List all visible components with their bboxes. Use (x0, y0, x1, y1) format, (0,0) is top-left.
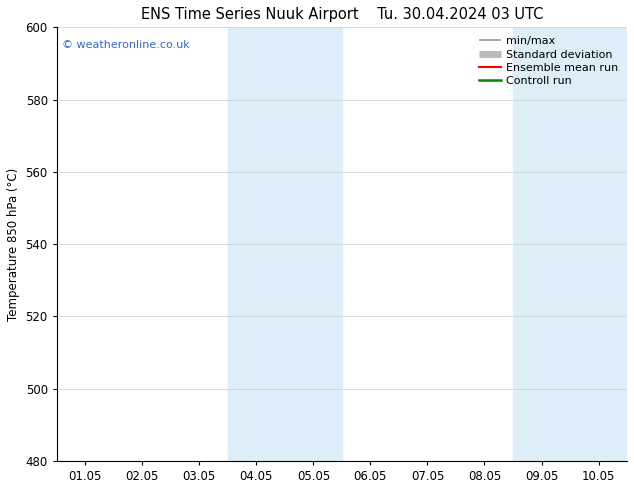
Text: © weatheronline.co.uk: © weatheronline.co.uk (63, 40, 190, 50)
Legend: min/max, Standard deviation, Ensemble mean run, Controll run: min/max, Standard deviation, Ensemble me… (476, 33, 621, 90)
Bar (228, 27, 342, 461)
Title: ENS Time Series Nuuk Airport    Tu. 30.04.2024 03 UTC: ENS Time Series Nuuk Airport Tu. 30.04.2… (141, 7, 543, 22)
Bar (513, 27, 627, 461)
Y-axis label: Temperature 850 hPa (°C): Temperature 850 hPa (°C) (7, 168, 20, 321)
